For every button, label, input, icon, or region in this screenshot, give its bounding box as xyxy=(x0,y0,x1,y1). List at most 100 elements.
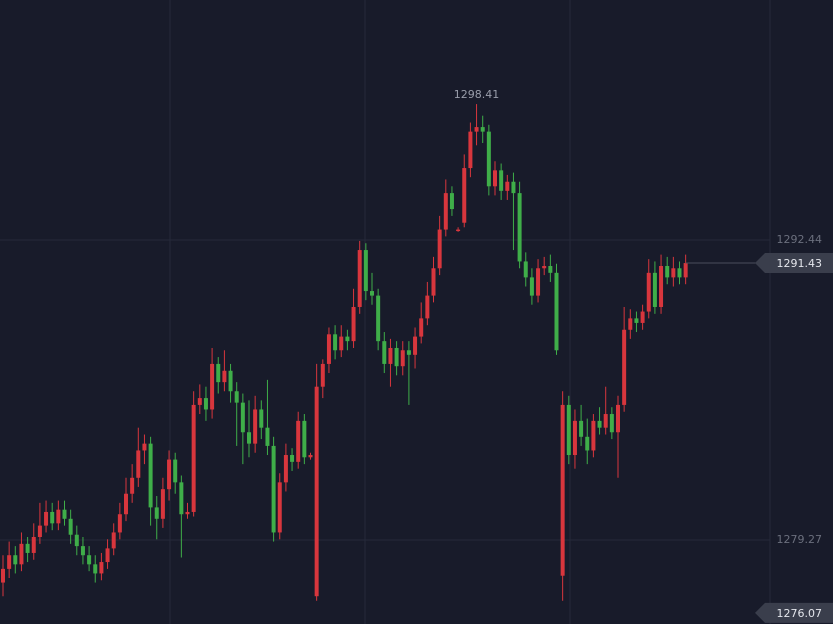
candle-body xyxy=(499,170,504,191)
candle-body xyxy=(536,268,541,296)
candle-body xyxy=(326,334,331,364)
candle-body xyxy=(671,268,676,278)
candle-body xyxy=(677,268,682,278)
candle-body xyxy=(579,420,584,437)
candle-body xyxy=(462,168,467,223)
candle-body xyxy=(603,414,608,428)
candle-body xyxy=(228,370,233,392)
candle-body xyxy=(517,193,522,262)
candle-body xyxy=(13,555,18,565)
y-tick-label: 1279.27 xyxy=(777,533,823,546)
candle-body xyxy=(548,265,553,273)
candle-body xyxy=(247,432,251,444)
candle-body xyxy=(25,543,30,553)
candle-body xyxy=(622,329,627,405)
candle-body xyxy=(529,277,534,296)
candle-body xyxy=(413,336,418,355)
candle-body xyxy=(290,455,295,462)
candle-body xyxy=(296,420,301,462)
candle-body xyxy=(308,455,313,458)
candle-body xyxy=(222,370,227,383)
candle-body xyxy=(197,398,202,405)
candle-body xyxy=(148,443,153,508)
candle-body xyxy=(216,363,221,383)
current-price-label: 1291.43 xyxy=(777,257,823,270)
candle-body xyxy=(154,507,159,519)
candle-body xyxy=(493,170,497,187)
candle-body xyxy=(665,265,670,278)
candle-body xyxy=(167,459,172,490)
candle-body xyxy=(616,404,620,433)
candle-body xyxy=(50,511,55,524)
candle-body xyxy=(449,193,454,210)
candle-body xyxy=(585,436,590,451)
candle-body xyxy=(117,514,122,533)
candle-body xyxy=(609,414,614,433)
candle-body xyxy=(87,555,92,565)
candle-body xyxy=(400,350,405,367)
candle-body xyxy=(480,127,485,132)
candle-body xyxy=(105,548,110,563)
candle-body xyxy=(240,402,245,433)
candle-body xyxy=(265,427,270,446)
candle-body xyxy=(173,459,178,483)
candle-body xyxy=(351,306,356,342)
candle-body xyxy=(554,272,559,351)
candle-body xyxy=(597,420,602,428)
candle-body xyxy=(683,263,688,278)
candle-body xyxy=(56,509,61,524)
candle-body xyxy=(382,341,387,364)
candle-body xyxy=(339,336,344,351)
candle-body xyxy=(443,193,448,230)
candle-body xyxy=(486,131,491,187)
candle-body xyxy=(357,250,362,307)
candle-body xyxy=(7,555,12,569)
candle-body xyxy=(652,272,657,307)
high-label: 1298.41 xyxy=(454,88,500,101)
candle-body xyxy=(74,534,79,547)
candle-body xyxy=(1,568,5,583)
candle-body xyxy=(646,272,651,312)
candle-body xyxy=(363,250,368,292)
low-marker-label: 1276.07 xyxy=(777,607,823,620)
candle-body xyxy=(345,336,350,342)
candle-body xyxy=(505,181,510,191)
candle-body xyxy=(99,562,104,574)
candle-body xyxy=(591,420,596,451)
candle-body xyxy=(142,443,147,451)
candle-body xyxy=(44,511,49,526)
candle-body xyxy=(437,229,442,269)
candle-body xyxy=(572,420,577,456)
candle-body xyxy=(302,420,307,458)
candle-body xyxy=(394,347,399,367)
candle-body xyxy=(419,318,424,337)
candle-body xyxy=(271,445,276,533)
candle-body xyxy=(179,482,184,515)
candle-body xyxy=(80,546,85,556)
candle-body xyxy=(406,350,411,355)
candle-body xyxy=(333,334,338,351)
candle-body xyxy=(37,525,42,538)
candle-body xyxy=(425,295,430,319)
candle-body xyxy=(468,131,473,169)
candle-body xyxy=(185,511,190,515)
candle-body xyxy=(523,261,528,278)
candle-body xyxy=(376,295,381,342)
candle-body xyxy=(388,347,393,364)
candle-body xyxy=(93,564,98,574)
candle-body xyxy=(314,386,319,597)
candle-body xyxy=(234,391,239,403)
candle-body xyxy=(431,268,436,296)
candle-body xyxy=(277,482,282,533)
candle-body xyxy=(566,404,571,456)
candle-body xyxy=(160,489,165,519)
candle-body xyxy=(542,265,547,269)
candle-body xyxy=(68,518,73,535)
candle-body xyxy=(511,181,516,194)
candle-body xyxy=(19,543,24,565)
candle-body xyxy=(124,493,128,515)
candle-body xyxy=(370,291,374,296)
low-marker-badge xyxy=(755,602,833,623)
candle-body xyxy=(130,477,135,494)
